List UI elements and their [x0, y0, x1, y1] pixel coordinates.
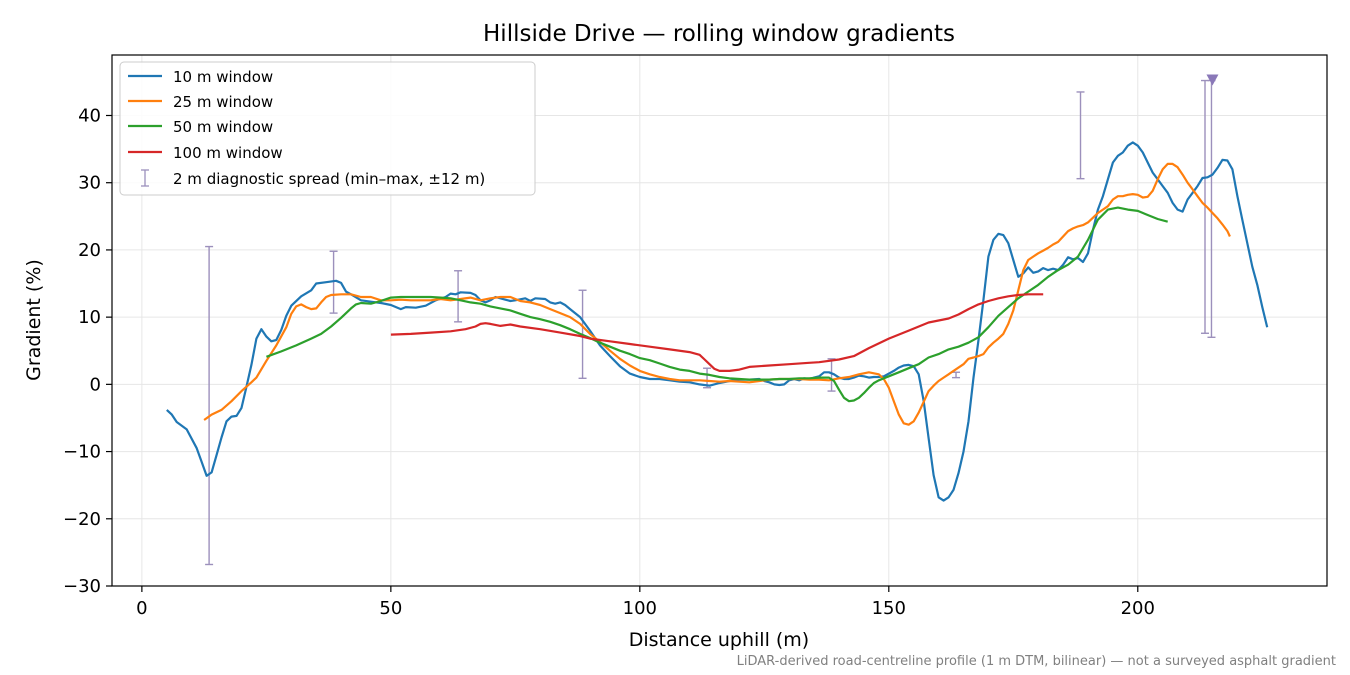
chart-title: Hillside Drive — rolling window gradient… [483, 21, 955, 47]
legend-label-spread: 2 m diagnostic spread (min–max, ±12 m) [173, 170, 485, 188]
y-tick-label: 20 [78, 240, 101, 261]
footnote: LiDAR-derived road-centreline profile (1… [737, 654, 1336, 669]
y-tick-label: 10 [78, 307, 101, 328]
legend-swatch-spread [141, 169, 149, 187]
x-axis-label: Distance uphill (m) [629, 629, 809, 651]
x-tick-label: 200 [1121, 598, 1155, 619]
y-tick-label: 30 [78, 173, 101, 194]
y-axis-ticks: −30 −20 −10 0 10 20 30 40 [63, 105, 112, 597]
series-line-50-m-window [266, 206, 1168, 403]
legend-label-50m: 50 m window [173, 118, 273, 136]
legend: 10 m window 25 m window 50 m window 100 … [119, 61, 536, 196]
legend-label-25m: 25 m window [173, 93, 273, 111]
x-tick-label: 100 [623, 598, 657, 619]
plot-frame [111, 54, 1328, 587]
y-tick-label: −20 [63, 509, 101, 530]
spread-errorbar [1076, 91, 1085, 180]
legend-label-10m: 10 m window [173, 68, 273, 86]
series-line-100-m-window [390, 293, 1044, 372]
series-line-25-m-window [203, 162, 1231, 426]
x-tick-label: 50 [379, 598, 402, 619]
spread-errorbar [454, 270, 463, 323]
diagnostic-spread-bars [205, 74, 1219, 566]
series-lines [166, 141, 1269, 502]
y-tick-label: −30 [63, 576, 101, 597]
x-tick-label: 150 [872, 598, 906, 619]
y-axis-label: Gradient (%) [23, 259, 45, 381]
x-axis-ticks: 0 50 100 150 200 [136, 586, 1155, 619]
y-tick-label: 0 [90, 374, 101, 395]
grid [112, 55, 1327, 587]
legend-label-100m: 100 m window [173, 144, 283, 162]
overflow-marker [1206, 74, 1219, 86]
spread-errorbar [205, 245, 214, 566]
y-tick-label: −10 [63, 442, 101, 463]
x-tick-label: 0 [136, 598, 147, 619]
legend-box [119, 61, 536, 196]
spread-errorbar [827, 358, 836, 392]
y-tick-label: 40 [78, 105, 101, 126]
